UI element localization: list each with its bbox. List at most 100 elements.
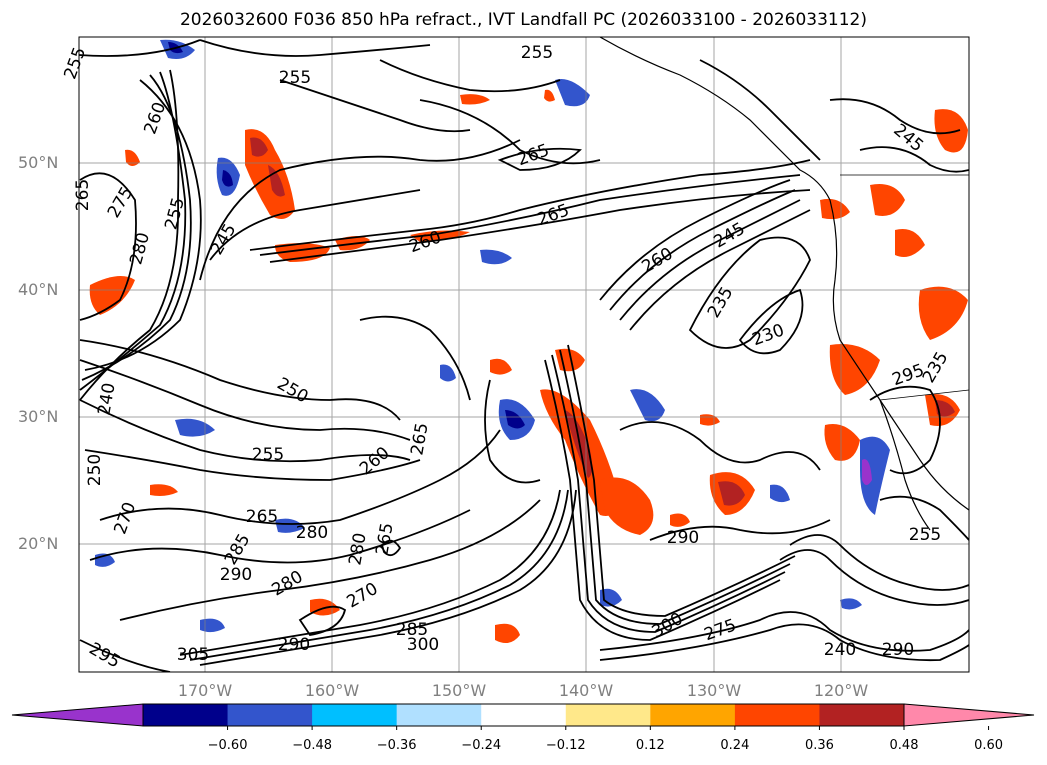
border-line	[879, 389, 969, 401]
contour-line	[829, 98, 961, 135]
contour-line	[249, 159, 811, 251]
shade-blob	[770, 484, 790, 503]
colorbar-segment	[143, 704, 229, 726]
coastline	[599, 37, 969, 531]
contour-label: 255	[521, 43, 553, 63]
shade-blob	[555, 348, 585, 372]
colorbar-segment	[396, 704, 482, 726]
contour-line	[79, 359, 411, 441]
shade-blob	[918, 286, 968, 340]
map-title: 2026032600 F036 850 hPa refract., IVT La…	[179, 10, 867, 30]
shade-blob	[824, 424, 860, 461]
contour-line	[84, 449, 421, 481]
lon-label-130w: 130°W	[686, 681, 742, 700]
contour-line	[419, 99, 601, 165]
contour-line	[380, 539, 402, 557]
contour-label: 255	[279, 68, 311, 88]
shade-blob	[89, 276, 135, 315]
shade-blob	[480, 249, 512, 265]
contour-label: 280	[296, 523, 328, 543]
colorbar-tick-label: −0.12	[545, 738, 586, 753]
contour-line	[738, 288, 804, 355]
contour-label: 300	[407, 635, 439, 655]
contour-line	[179, 489, 561, 656]
lon-label-120w: 120°W	[813, 681, 869, 700]
contour-layer	[79, 39, 969, 672]
shade-blob	[268, 165, 285, 197]
shade-blob	[840, 598, 862, 610]
contour-line	[189, 489, 569, 661]
contour-line	[629, 209, 811, 331]
contour-line	[544, 359, 781, 641]
shade-blob	[895, 229, 925, 258]
contour-line	[609, 189, 796, 311]
contour-label: 250	[85, 454, 105, 486]
lat-label-50n: 50°N	[18, 153, 59, 172]
contour-label: 255	[252, 445, 284, 465]
shade-blob	[600, 477, 654, 535]
colorbar-tick-label: −0.36	[376, 738, 417, 753]
colorbar-segment	[565, 704, 651, 726]
colorbar-extend-max	[903, 703, 1035, 727]
contour-line	[789, 534, 969, 591]
contour-label: 255	[909, 525, 941, 545]
shade-blob	[820, 198, 850, 220]
contour-line	[99, 429, 501, 525]
contour-line	[599, 179, 791, 301]
shade-blob	[544, 89, 555, 102]
colorbar-tick-label: 0.48	[889, 738, 919, 753]
contour-line	[269, 189, 811, 263]
plot-area	[79, 37, 969, 672]
colorbar-tick-label: 0.60	[974, 738, 1004, 753]
coastline-alaska	[599, 37, 831, 201]
colorbar-tick-label: 0.12	[635, 738, 665, 753]
contour-line	[619, 421, 821, 471]
contour-line	[119, 499, 541, 621]
coastline-baja	[879, 399, 931, 531]
contour-line	[379, 59, 561, 93]
contour-line	[779, 549, 969, 606]
lat-label-30n: 30°N	[18, 407, 59, 426]
shade-blob	[860, 436, 890, 515]
shade-blob	[934, 109, 968, 153]
colorbar-segment	[819, 704, 905, 726]
colorbar-segment	[312, 704, 398, 726]
lon-label-170w: 170°W	[177, 681, 233, 700]
contour-line	[209, 189, 421, 261]
contour-line	[359, 315, 471, 401]
shade-blob	[505, 410, 525, 429]
shade-blob	[630, 389, 665, 422]
colorbar-tick-label: −0.48	[292, 738, 333, 753]
shade-blob	[670, 513, 690, 527]
contour-line	[869, 385, 941, 475]
colorbar-segment	[481, 704, 567, 726]
lon-label-150w: 150°W	[431, 681, 487, 700]
colorbar-segment	[734, 704, 820, 726]
colorbar-segment	[227, 704, 313, 726]
contour-line	[79, 71, 187, 391]
contour-line	[649, 519, 831, 541]
contour-line	[79, 69, 180, 401]
contour-label: 290	[667, 528, 699, 548]
graticule	[79, 37, 969, 672]
contour-line	[688, 236, 811, 349]
colorbar-extend-min	[11, 703, 144, 727]
lon-label-140w: 140°W	[558, 681, 614, 700]
contour-line	[259, 174, 801, 256]
contour-label: 285	[396, 620, 428, 640]
contour-label: 265	[246, 507, 278, 527]
shade-blob	[125, 149, 140, 166]
contour-line	[484, 379, 541, 484]
contour-line	[79, 399, 411, 463]
plot-frame	[78, 36, 970, 673]
shade-blob	[565, 410, 593, 478]
contour-label: 240	[824, 640, 856, 660]
contour-line	[84, 79, 202, 371]
contour-label: 305	[177, 645, 209, 665]
colorbar-frame	[142, 703, 905, 727]
contour-line	[79, 172, 137, 321]
contour-line	[89, 509, 471, 564]
contour-line	[199, 489, 577, 666]
contour-line	[79, 339, 401, 421]
lat-label-20n: 20°N	[18, 534, 59, 553]
